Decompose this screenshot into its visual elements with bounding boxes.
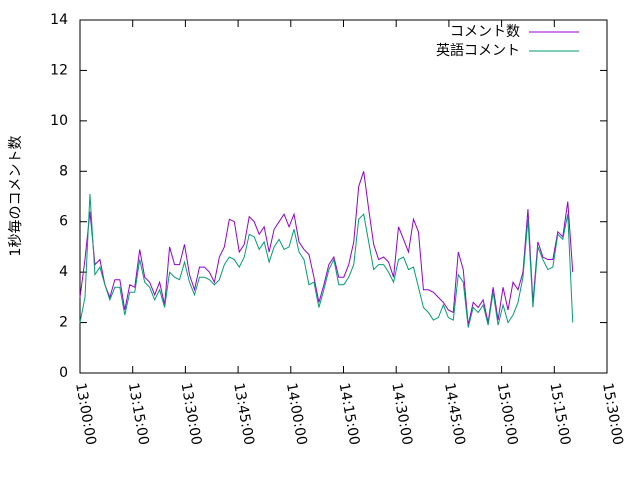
legend-label: 英語コメント: [436, 42, 520, 59]
y-tick-label: 6: [59, 214, 68, 230]
x-tick-label: 13:45:00: [230, 382, 257, 447]
x-tick-label: 14:45:00: [441, 382, 468, 447]
plot-frame: [79, 19, 608, 374]
x-tick-label: 14:15:00: [336, 382, 363, 447]
legend-label: コメント数: [450, 24, 520, 40]
y-axis-label: 1秒毎のコメント数: [8, 136, 24, 257]
x-tick-label: 13:30:00: [178, 382, 205, 447]
x-tick-label: 13:15:00: [125, 382, 152, 447]
x-tick-label: 15:30:00: [599, 382, 626, 447]
y-tick-label: 10: [50, 113, 68, 129]
x-tick-label: 15:00:00: [494, 382, 521, 447]
x-tick-label: 14:30:00: [388, 382, 415, 447]
series-line: [79, 193, 574, 328]
y-tick-label: 0: [59, 365, 68, 381]
x-tick-label: 13:00:00: [72, 382, 99, 447]
y-tick-label: 4: [59, 264, 68, 280]
x-tick-label: 14:00:00: [283, 382, 310, 447]
x-tick-label: 15:15:00: [546, 382, 573, 447]
y-tick-label: 14: [50, 12, 68, 28]
y-tick-label: 2: [59, 315, 68, 331]
y-tick-label: 8: [59, 163, 68, 179]
y-tick-label: 12: [50, 62, 68, 78]
series-line: [79, 171, 574, 326]
